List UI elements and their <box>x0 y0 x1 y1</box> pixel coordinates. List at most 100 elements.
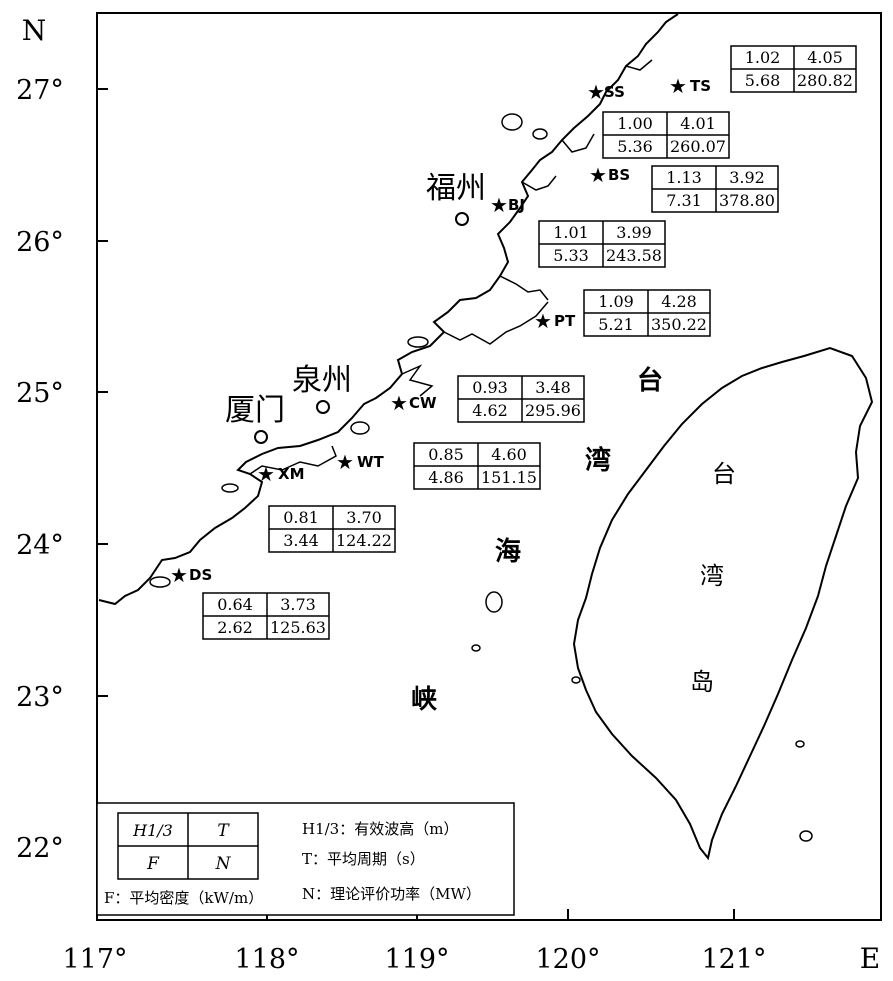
legend-def-n: N：理论评价功率（MW） <box>302 885 481 903</box>
station-code: CW <box>409 394 437 412</box>
station-f-value: 5.36 <box>617 137 653 156</box>
station-n-value: 280.82 <box>797 71 853 90</box>
station-f-value: 5.68 <box>745 71 781 90</box>
strait-label-char: 海 <box>495 537 521 567</box>
station-h-value: 1.01 <box>553 223 589 242</box>
station-h-value: 0.64 <box>217 595 253 614</box>
station-star-icon: ★ <box>490 193 508 217</box>
station-table: 0.93 3.48 4.62 295.96 <box>457 375 585 423</box>
station-t-value: 3.92 <box>729 168 765 187</box>
station-code: WT <box>357 453 385 471</box>
legend-cell-h: H1/3 <box>132 821 173 840</box>
city-marker-icon <box>316 400 330 414</box>
legend-def-f: F：平均密度（kW/m） <box>104 889 263 907</box>
city-marker-icon <box>455 212 469 226</box>
station-t-value: 3.48 <box>535 378 571 397</box>
legend-def-t: T：平均周期（s） <box>302 850 425 868</box>
station-h-value: 1.00 <box>617 114 653 133</box>
station-code: TS <box>690 77 711 95</box>
station-star-icon: ★ <box>589 163 607 187</box>
station-f-value: 3.44 <box>283 531 319 550</box>
station-star-icon: ★ <box>170 563 188 587</box>
legend-cell-n: N <box>215 854 232 874</box>
station-h-value: 1.13 <box>666 168 702 187</box>
station-n-value: 295.96 <box>525 401 581 420</box>
station-f-value: 7.31 <box>666 191 702 210</box>
station-table: 1.09 4.28 5.21 350.22 <box>583 289 711 337</box>
lon-tick-label: 119° <box>384 944 449 975</box>
station-t-value: 3.73 <box>280 595 316 614</box>
station-table: 0.64 3.73 2.62 125.63 <box>202 592 330 640</box>
lat-tick-label: 23° <box>16 682 64 713</box>
legend-def-h: H1/3：有效波高（m） <box>302 820 458 838</box>
city-label: 福州 <box>426 171 486 206</box>
north-label: N <box>22 14 47 47</box>
station-n-value: 151.15 <box>481 468 537 487</box>
station-t-value: 3.70 <box>346 508 382 527</box>
lon-tick-label: 118° <box>234 944 299 975</box>
lat-tick-label: 22° <box>16 833 64 864</box>
strait-label-char: 峡 <box>411 685 438 715</box>
city-fuzhou: 福州 <box>426 171 486 226</box>
station-f-value: 5.33 <box>553 246 589 265</box>
station-h-value: 0.81 <box>283 508 319 527</box>
station-t-value: 3.99 <box>616 223 652 242</box>
station-n-value: 124.22 <box>336 531 392 550</box>
station-table: 1.00 4.01 5.36 260.07 <box>602 111 730 159</box>
station-f-value: 5.21 <box>598 315 634 334</box>
station-star-icon: ★ <box>390 391 408 415</box>
station-star-icon: ★ <box>257 462 275 486</box>
city-label: 厦门 <box>225 393 285 428</box>
station-t-value: 4.05 <box>807 48 843 67</box>
station-table: 1.13 3.92 7.31 378.80 <box>651 165 779 213</box>
station-n-value: 243.58 <box>606 246 662 265</box>
lat-tick-label: 24° <box>16 530 64 561</box>
station-code: XM <box>278 465 305 483</box>
station-star-icon: ★ <box>534 309 552 333</box>
station-t-value: 4.60 <box>491 445 527 464</box>
station-h-value: 0.85 <box>428 445 464 464</box>
island-label-char: 岛 <box>690 668 714 696</box>
legend-cell-t: T <box>217 821 230 841</box>
station-t-value: 4.28 <box>661 292 697 311</box>
station-code: BJ <box>508 196 525 214</box>
station-code: DS <box>189 566 212 584</box>
legend: H1/3 T F N H1/3：有效波高（m） T：平均周期（s） N：理论评价… <box>96 802 515 916</box>
lat-tick-label: 26° <box>16 227 64 258</box>
station-n-value: 125.63 <box>270 618 326 637</box>
station-n-value: 260.07 <box>670 137 726 156</box>
station-h-value: 0.93 <box>472 378 508 397</box>
station-code: BS <box>608 166 630 184</box>
station-h-value: 1.09 <box>598 292 634 311</box>
city-xiamen: 厦门 <box>225 393 285 444</box>
island-label-char: 台 <box>712 460 736 488</box>
legend-cell-f: F <box>146 854 160 874</box>
station-f-value: 4.86 <box>428 468 464 487</box>
city-quanzhou: 泉州 <box>292 363 352 414</box>
station-star-icon: ★ <box>669 74 687 98</box>
strait-label-char: 湾 <box>585 445 611 476</box>
station-table: 0.81 3.70 3.44 124.22 <box>268 505 396 553</box>
station-table: 1.01 3.99 5.33 243.58 <box>538 220 666 268</box>
lat-tick-label: 25° <box>16 378 64 409</box>
lon-tick-label: 120° <box>535 944 600 975</box>
fujian-coastline <box>98 13 679 606</box>
station-code: SS <box>604 83 625 101</box>
east-label: E <box>860 942 880 975</box>
station-f-value: 2.62 <box>217 618 253 637</box>
city-marker-icon <box>254 430 268 444</box>
station-table: 0.85 4.60 4.86 151.15 <box>413 442 541 490</box>
station-code: PT <box>554 312 576 330</box>
station-data-tables: 1.02 4.05 5.68 280.82 1.00 4.01 5.36 260.07 1.13… <box>202 45 857 640</box>
station-n-value: 350.22 <box>651 315 707 334</box>
station-star-icon: ★ <box>336 450 354 474</box>
coastal-islands <box>149 113 813 842</box>
island-label-char: 湾 <box>700 562 724 590</box>
taiwan-island-outline <box>572 346 874 861</box>
legend-key-table <box>117 812 259 880</box>
lon-tick-label: 121° <box>701 944 766 975</box>
lat-tick-label: 27° <box>16 75 64 106</box>
station-table: 1.02 4.05 5.68 280.82 <box>730 45 857 93</box>
strait-label-char: 台 <box>637 365 663 396</box>
